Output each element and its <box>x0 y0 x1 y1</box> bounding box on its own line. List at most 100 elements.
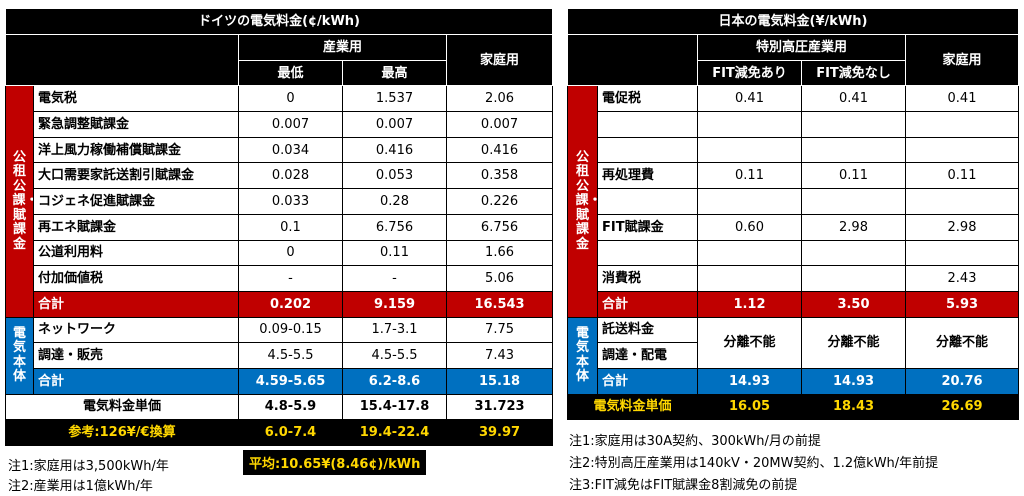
cell-without-fit <box>801 136 906 164</box>
unit-price-label: 電気料金単価 <box>567 393 698 421</box>
cell-household <box>904 136 1020 164</box>
body-total-household: 15.18 <box>445 367 554 395</box>
header-max: 最高 <box>342 59 447 87</box>
germany-title: ドイツの電気料金(¢/kWh) <box>4 8 554 35</box>
cell-max: 0.11 <box>342 239 447 267</box>
header-household: 家庭用 <box>445 33 554 87</box>
reference-min: 6.0-7.4 <box>238 419 343 446</box>
cell-with-fit <box>697 111 802 138</box>
cell-max: - <box>342 265 447 292</box>
cell-max: 6.756 <box>342 213 447 241</box>
tax-total-max: 9.159 <box>342 290 447 318</box>
cell-min: 0 <box>238 239 343 267</box>
cell-household: 0.007 <box>445 111 554 138</box>
row-label: ネットワーク <box>33 316 239 344</box>
germany-table: ドイツの電気料金(¢/kWh) 産業用 家庭用 最低 最高 公租公課・賦課金 電… <box>4 8 554 446</box>
row-label <box>597 111 698 138</box>
cell-without-fit: 2.98 <box>801 213 906 241</box>
header-without-fit: FIT減免なし <box>801 59 906 87</box>
header-blank <box>5 33 239 87</box>
body-total-max: 6.2-8.6 <box>342 367 447 395</box>
cell-min: - <box>238 265 343 292</box>
cell-household: 2.98 <box>904 213 1020 241</box>
cell-min: 0.033 <box>238 188 343 215</box>
cell-min: 0 <box>238 85 343 113</box>
cell-max: 1.537 <box>342 85 447 113</box>
side-label-tax: 公租公課・賦課金 <box>5 85 34 318</box>
cell-household: 5.06 <box>445 265 554 292</box>
cell-min: 0.007 <box>238 111 343 138</box>
cell-max: 0.416 <box>342 136 447 164</box>
separated-household: 分離不能 <box>904 316 1020 369</box>
cell-without-fit: 0.11 <box>801 162 906 190</box>
row-label <box>597 239 698 267</box>
row-label: 再エネ賦課金 <box>33 213 239 241</box>
row-label: 緊急調整賦課金 <box>33 111 239 138</box>
cell-max: 1.7-3.1 <box>342 316 447 344</box>
tax-total-household: 5.93 <box>904 290 1020 318</box>
cell-household: 7.75 <box>445 316 554 344</box>
body-total-label: 合計 <box>33 367 239 395</box>
cell-with-fit: 0.11 <box>697 162 802 190</box>
row-label: 電促税 <box>597 85 698 113</box>
average-price-badge: 平均:10.65¥(8.46¢)/kWh <box>243 450 427 475</box>
side-label-body: 電気本体 <box>5 316 34 395</box>
cell-household: 0.11 <box>904 162 1020 190</box>
body-total-min: 4.59-5.65 <box>238 367 343 395</box>
cell-max: 0.053 <box>342 162 447 190</box>
cell-max: 4.5-5.5 <box>342 342 447 369</box>
unit-price-with-fit: 16.05 <box>697 393 802 421</box>
cell-with-fit <box>697 265 802 292</box>
cell-with-fit <box>697 136 802 164</box>
separated-without-fit: 分離不能 <box>801 316 906 369</box>
cell-household: 0.41 <box>904 85 1020 113</box>
cell-min: 4.5-5.5 <box>238 342 343 369</box>
cell-min: 0.1 <box>238 213 343 241</box>
header-industrial: 産業用 <box>238 34 447 61</box>
germany-note-2: 注2:産業用は1億kWh/年 <box>8 479 153 494</box>
row-label: 託送料金 <box>597 316 698 344</box>
cell-min: 0.028 <box>238 162 343 190</box>
cell-max: 0.007 <box>342 111 447 138</box>
body-total-with-fit: 14.93 <box>697 367 802 395</box>
japan-title: 日本の電気料金(¥/kWh) <box>566 8 1020 35</box>
row-label: FIT賦課金 <box>597 213 698 241</box>
cell-without-fit <box>801 239 906 267</box>
body-total-household: 20.76 <box>904 367 1020 395</box>
row-label: 再処理費 <box>597 162 698 190</box>
cell-household: 7.43 <box>445 342 554 369</box>
cell-with-fit <box>697 239 802 267</box>
row-label: 付加価値税 <box>33 265 239 292</box>
cell-household <box>904 188 1020 215</box>
cell-household: 6.756 <box>445 213 554 241</box>
tax-total-without-fit: 3.50 <box>801 290 906 318</box>
cell-household: 1.66 <box>445 239 554 267</box>
reference-label: 参考:126¥/€換算 <box>5 419 239 446</box>
header-household: 家庭用 <box>904 33 1020 87</box>
tax-total-with-fit: 1.12 <box>697 290 802 318</box>
body-total-label: 合計 <box>597 367 698 395</box>
cell-household: 2.06 <box>445 85 554 113</box>
reference-max: 19.4-22.4 <box>342 419 447 446</box>
tax-total-household: 16.543 <box>445 290 554 318</box>
header-blank <box>567 33 698 87</box>
body-total-without-fit: 14.93 <box>801 367 906 395</box>
reference-household: 39.97 <box>445 419 554 446</box>
header-min: 最低 <box>238 59 343 87</box>
separated-with-fit: 分離不能 <box>697 316 802 369</box>
cell-min: 0.09-0.15 <box>238 316 343 344</box>
cell-max: 0.28 <box>342 188 447 215</box>
cell-household <box>904 111 1020 138</box>
germany-note-1: 注1:家庭用は3,500kWh/年 <box>8 459 169 474</box>
row-label: コジェネ促進賦課金 <box>33 188 239 215</box>
row-label: 大口需要家託送割引賦課金 <box>33 162 239 190</box>
row-label <box>597 136 698 164</box>
unit-price-max: 15.4-17.8 <box>342 393 447 421</box>
side-label-tax: 公租公課・賦課金 <box>567 85 598 318</box>
cell-household: 0.226 <box>445 188 554 215</box>
unit-price-household: 26.69 <box>904 393 1020 421</box>
cell-household <box>904 239 1020 267</box>
cell-without-fit <box>801 188 906 215</box>
cell-without-fit <box>801 111 906 138</box>
header-with-fit: FIT減免あり <box>697 59 802 87</box>
